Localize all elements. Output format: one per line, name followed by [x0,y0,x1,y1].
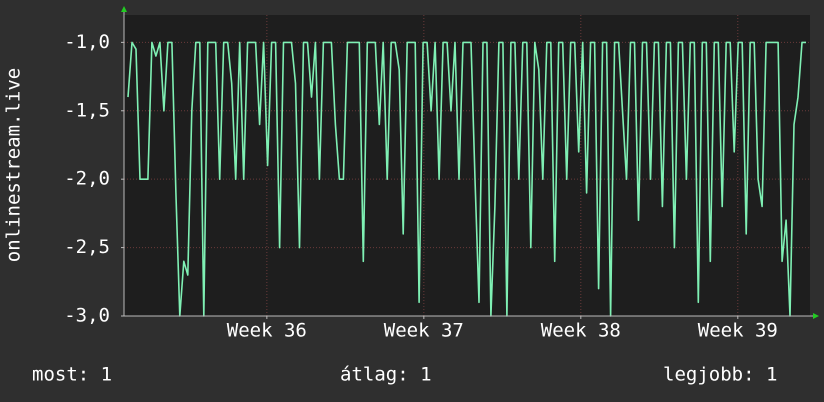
y-axis-arrow [121,6,127,12]
labels: -3,0 -2,5 -2,0 -1,5 -1,0 Week 36 Week 37 Week 3… [64,31,778,342]
y-tick-label: -2,5 [64,236,110,258]
x-tick-label: Week 37 [384,320,464,342]
y-axis-label: onlinestream.live [3,68,25,262]
x-tick-label: Week 38 [541,320,621,342]
data-line [127,41,806,317]
y-tick-label: -2,0 [64,168,110,190]
x-axis-arrow [813,313,819,319]
y-tick-label: -3,0 [64,305,110,327]
legend-average: átlag: 1 [340,364,432,386]
legend-current: most: 1 [32,364,112,386]
y-tick-label: -1,0 [64,31,110,53]
y-tick-label: -1,5 [64,99,110,121]
x-tick-label: Week 36 [227,320,307,342]
x-tick-label: Week 39 [698,320,778,342]
legend-max: legjobb: 1 [663,364,777,386]
marks [127,41,806,317]
